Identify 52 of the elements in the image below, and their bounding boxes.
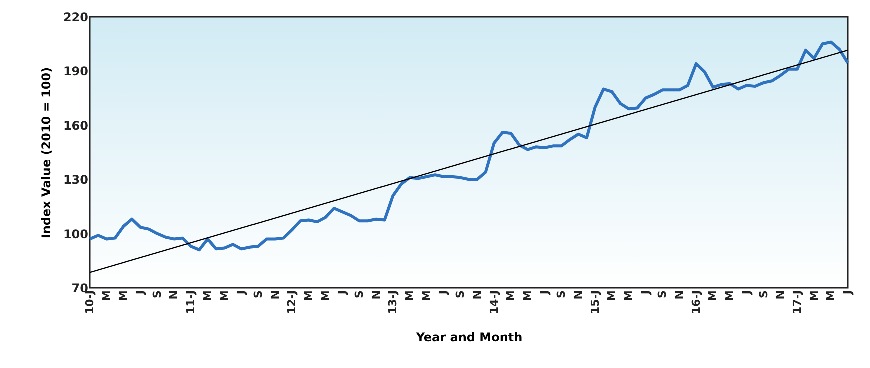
x-tick-label: S [353,290,366,298]
y-tick-label: 160 [63,118,88,133]
x-tick-label: 14-J [488,290,501,314]
y-tick-label: 100 [63,227,88,242]
x-tick-label: M [404,290,417,302]
x-tick-label: N [268,290,282,300]
x-tick-label: M [218,290,232,302]
x-tick-label: M [117,290,130,302]
x-tick-label: 17-J [790,290,804,314]
x-tick-label: S [555,290,568,298]
x-tick-label: S [757,290,770,298]
x-tick-label: M [808,290,821,302]
y-tick-label: 190 [63,64,88,79]
x-tick-label: N [168,290,181,300]
x-tick-label: N [673,290,686,300]
x-tick-label: M [302,290,316,302]
x-tick-label: N [572,290,585,300]
x-tick-label: J [639,290,652,296]
x-tick-label: M [100,290,114,302]
x-tick-label: J [437,290,450,296]
x-tick-label: M [504,290,518,302]
x-tick-label: 15-J [588,290,602,314]
x-tick-label: M [606,290,619,302]
x-tick-label: M [706,290,720,302]
x-tick-label: N [470,290,484,300]
x-tick-label: J [134,290,148,296]
x-tick-label: M [521,290,534,302]
x-tick-label: 12-J [286,290,299,314]
x-tick-label: 16-J [690,290,703,314]
x-tick-label: N [370,290,383,300]
x-axis-title: Year and Month [415,330,523,344]
x-tick-label: 11-J [184,290,198,314]
y-tick-label: 220 [63,10,88,24]
x-tick-label: J [336,290,350,296]
x-tick-label: S [454,290,468,298]
y-axis-title: Index Value (2010 = 100) [39,67,54,239]
x-tick-label: M [622,290,636,302]
x-tick-label: N [774,290,788,300]
x-tick-label: J [740,290,754,296]
x-tick-label: J [235,290,248,296]
x-tick-label: S [656,290,670,298]
x-tick-label: M [201,290,214,302]
x-tick-label: M [724,290,737,302]
x-tick-label: J [538,290,552,296]
x-tick-label: S [150,290,164,298]
x-tick-label: M [319,290,332,302]
x-tick-label: M [420,290,434,302]
x-tick-label: 13-J [386,290,400,314]
x-tick-label: S [252,290,265,298]
y-tick-label: 130 [63,173,88,188]
x-tick-label: J [842,290,854,296]
x-tick-label: M [824,290,838,302]
